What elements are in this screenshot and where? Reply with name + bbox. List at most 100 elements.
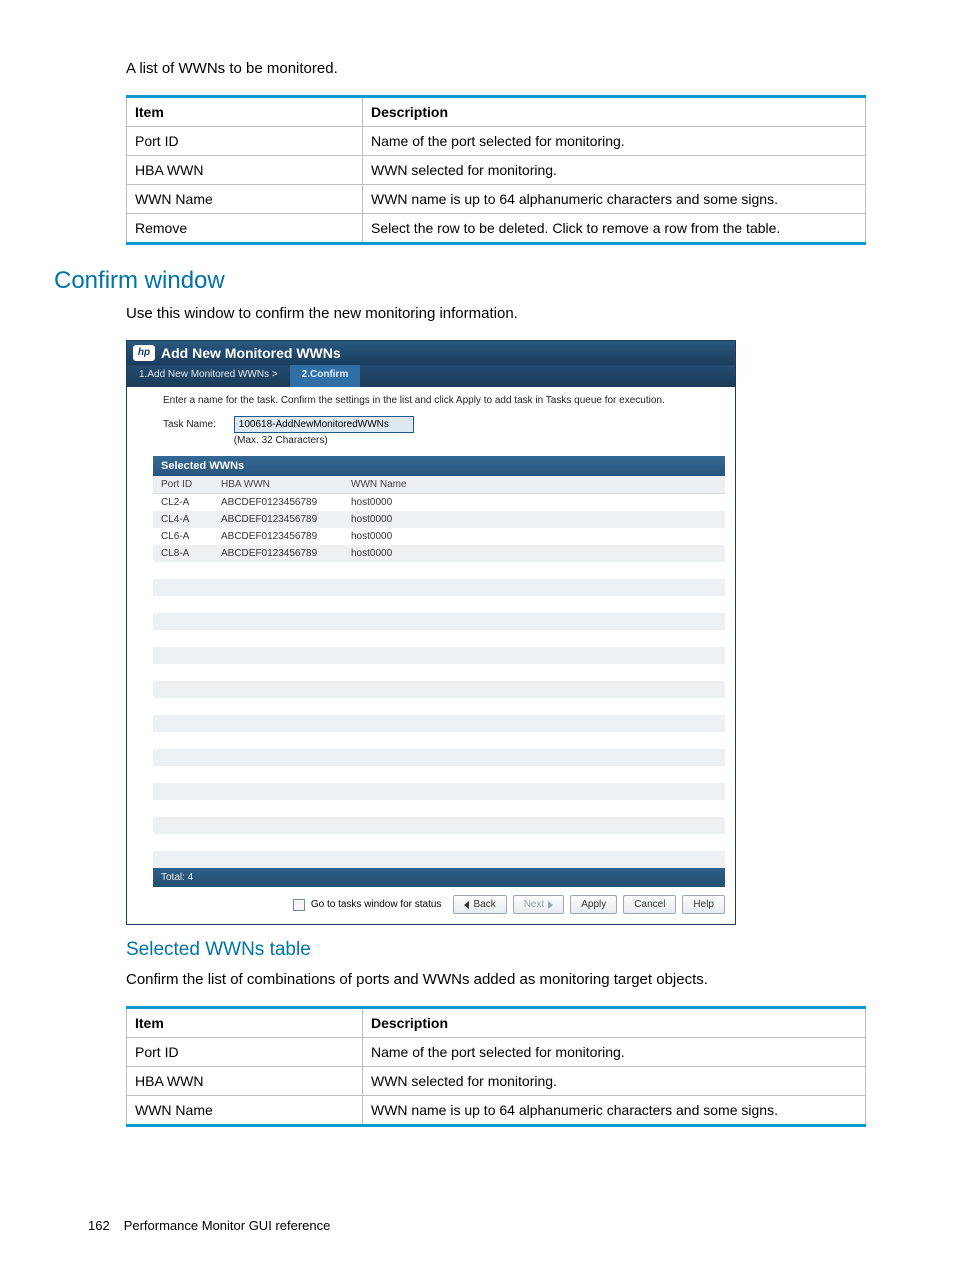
selected-wwns-grid: Port ID HBA WWN WWN Name CL2-AABCDEF0123… [153,476,725,868]
grid-cell [153,664,213,681]
grid-cell [343,698,453,715]
grid-cell [153,698,213,715]
cancel-button[interactable]: Cancel [623,895,676,914]
selected-wwns-desc-table: Item Description Port IDName of the port… [126,1006,866,1127]
grid-cell [343,783,453,800]
grid-cell [213,817,343,834]
grid-cell [343,817,453,834]
table-cell: WWN name is up to 64 alphanumeric charac… [363,1096,866,1126]
grid-cell [213,630,343,647]
back-arrow-icon [464,901,469,909]
grid-cell [343,596,453,613]
grid-row[interactable]: CL8-AABCDEF0123456789host0000 [153,545,725,562]
grid-cell: ABCDEF0123456789 [213,528,343,545]
grid-row-empty [153,766,725,783]
grid-cell [213,766,343,783]
grid-cell [153,749,213,766]
grid-cell: ABCDEF0123456789 [213,545,343,562]
next-button: Next [513,895,565,914]
table-cell: Name of the port selected for monitoring… [363,127,866,156]
wizard-breadcrumb: 1.Add New Monitored WWNs > 2.Confirm [127,365,735,387]
table-cell: WWN Name [127,185,363,214]
grid-cell [453,698,725,715]
task-name-label: Task Name: [163,416,216,430]
grid-cell: CL6-A [153,528,213,545]
grid-cell [213,732,343,749]
table-cell: WWN selected for monitoring. [363,156,866,185]
grid-cell [453,494,725,512]
grid-cell: host0000 [343,494,453,512]
grid-cell [153,732,213,749]
grid-col-hbawwn: HBA WWN [213,476,343,494]
grid-cell [213,851,343,868]
grid-row[interactable]: CL6-AABCDEF0123456789host0000 [153,528,725,545]
grid-cell: host0000 [343,528,453,545]
grid-cell [453,613,725,630]
grid-row[interactable]: CL2-AABCDEF0123456789host0000 [153,494,725,512]
grid-row-empty [153,783,725,800]
grid-row-empty [153,562,725,579]
grid-cell [343,562,453,579]
grid-cell [343,766,453,783]
grid-row-empty [153,817,725,834]
grid-row-empty [153,596,725,613]
grid-cell [453,851,725,868]
apply-button[interactable]: Apply [570,895,617,914]
grid-cell [153,817,213,834]
dialog-instruction: Enter a name for the task. Confirm the s… [163,395,725,406]
grid-cell [453,664,725,681]
grid-cell [153,715,213,732]
crumb-step1[interactable]: 1.Add New Monitored WWNs > [127,365,290,387]
table2-header-desc: Description [363,1008,866,1038]
grid-cell [153,783,213,800]
grid-row-empty [153,681,725,698]
grid-cell [213,698,343,715]
grid-cell [153,579,213,596]
grid-cell [343,834,453,851]
help-button[interactable]: Help [682,895,725,914]
grid-row-empty [153,851,725,868]
task-name-input[interactable] [234,416,414,433]
grid-cell [153,766,213,783]
table-cell: Remove [127,214,363,244]
dialog-titlebar: hp Add New Monitored WWNs [127,341,735,365]
grid-cell [213,800,343,817]
table-row: Port IDName of the port selected for mon… [127,1038,866,1067]
grid-cell [453,681,725,698]
grid-cell [343,664,453,681]
grid-cell [213,664,343,681]
grid-cell [153,834,213,851]
table-cell: WWN selected for monitoring. [363,1067,866,1096]
grid-cell: CL4-A [153,511,213,528]
grid-cell [153,681,213,698]
page-number: 162 [88,1218,110,1233]
grid-row-empty [153,732,725,749]
grid-cell [343,851,453,868]
grid-cell: host0000 [343,511,453,528]
table-cell: Port ID [127,1038,363,1067]
grid-cell: host0000 [343,545,453,562]
grid-row-empty [153,630,725,647]
grid-cell [153,596,213,613]
table-cell: HBA WWN [127,1067,363,1096]
grid-row[interactable]: CL4-AABCDEF0123456789host0000 [153,511,725,528]
table-row: WWN NameWWN name is up to 64 alphanumeri… [127,1096,866,1126]
intro-text-1: A list of WWNs to be monitored. [126,60,866,77]
grid-cell [453,834,725,851]
grid-cell [453,545,725,562]
back-button[interactable]: Back [453,895,506,914]
dialog-footer: Go to tasks window for status Back Next … [127,887,735,924]
go-status-label[interactable]: Go to tasks window for status [311,899,442,910]
grid-cell [213,749,343,766]
intro-text-3: Confirm the list of combinations of port… [126,971,866,988]
grid-row-empty [153,715,725,732]
grid-cell [153,613,213,630]
crumb-step2: 2.Confirm [290,365,361,387]
grid-cell [213,783,343,800]
table-cell: HBA WWN [127,156,363,185]
table1-header-desc: Description [363,97,866,127]
table-cell: WWN Name [127,1096,363,1126]
table2-header-item: Item [127,1008,363,1038]
grid-cell [153,647,213,664]
go-status-checkbox[interactable] [293,899,305,911]
